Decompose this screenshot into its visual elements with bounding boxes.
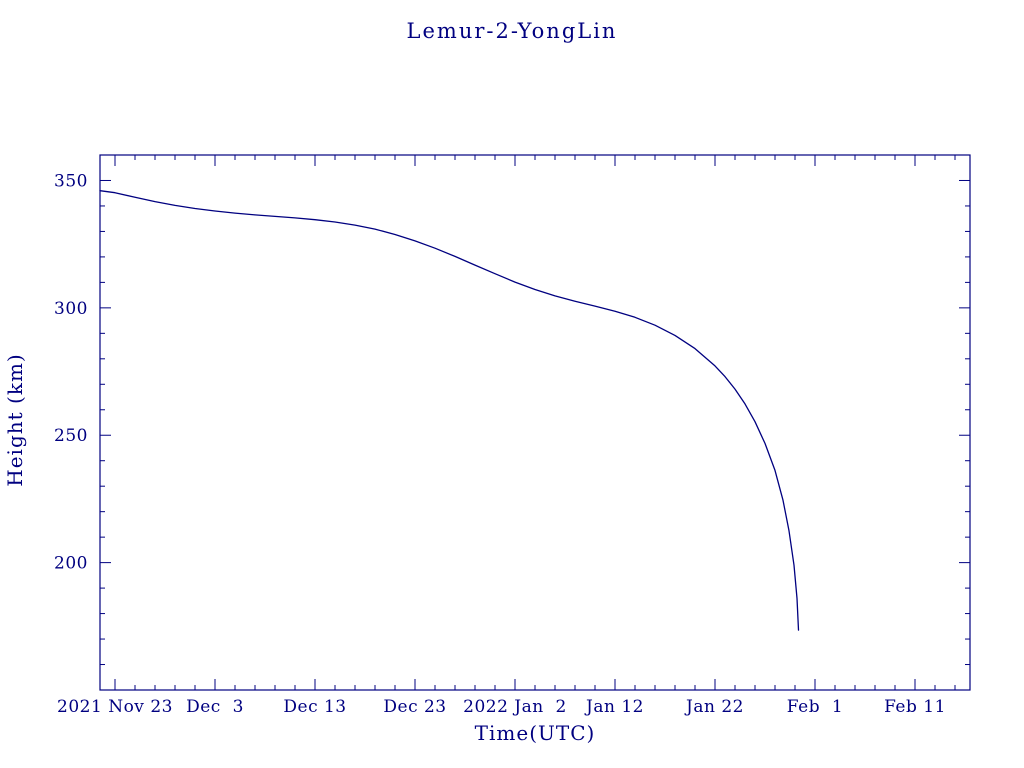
plot-border — [99, 154, 971, 691]
x-tick-label: 2021 Nov 23 — [57, 697, 173, 717]
x-tick-label: Feb 11 — [884, 697, 946, 717]
x-tick-label: Jan 22 — [684, 697, 744, 717]
plot-frame — [99, 154, 971, 691]
y-tick-label: 250 — [54, 426, 88, 446]
y-axis-label: Height (km) — [3, 353, 27, 486]
x-axis-label: Time(UTC) — [475, 721, 596, 745]
height-decay-curve — [99, 190, 800, 631]
x-tick-label: Feb 1 — [787, 697, 843, 717]
x-tick-label: 2022 Jan 2 — [463, 697, 567, 717]
chart-title: Lemur-2-YongLin — [407, 19, 618, 43]
x-tick-label: Jan 12 — [584, 697, 644, 717]
x-tick-label: Dec 23 — [383, 697, 446, 717]
y-tick-label: 200 — [54, 554, 88, 574]
y-tick-label: 350 — [54, 171, 88, 191]
x-tick-label: Dec 13 — [283, 697, 346, 717]
y-tick-label: 300 — [54, 299, 88, 319]
x-tick-label: Dec 3 — [186, 697, 244, 717]
axis-ticks: 2021 Nov 23 Dec 3 Dec 13 Dec 23 2022 Jan 2 Ja… — [54, 155, 970, 717]
data-series — [99, 190, 800, 631]
